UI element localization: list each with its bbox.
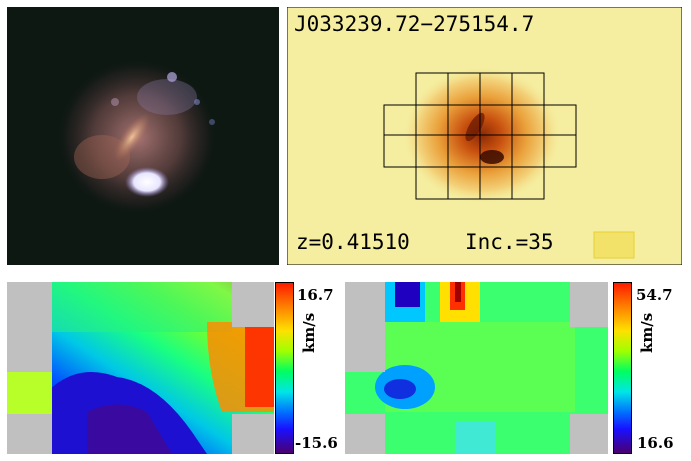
dispersion-colorbar-unit: km/s [638, 312, 656, 353]
beam-size-box [593, 231, 635, 259]
inclination-label: Inc.=35 [465, 230, 554, 254]
flux-map [287, 7, 682, 265]
velocity-colorbar-unit: km/s [300, 312, 318, 353]
object-name: J033239.72−275154.7 [294, 12, 535, 36]
dispersion-colorbar-max: 54.7 [636, 286, 673, 304]
galaxy-color-image [7, 7, 279, 265]
galaxy-color-image-svg [7, 7, 279, 265]
velocity-dispersion-map [345, 282, 608, 454]
dispersion-colorbar [613, 282, 632, 454]
velocity-colorbar [275, 282, 294, 454]
velocity-colorbar-max: 16.7 [297, 286, 334, 304]
flux-map-svg [287, 7, 682, 265]
velocity-field-map [7, 282, 274, 454]
velocity-dispersion-svg [345, 282, 608, 454]
velocity-colorbar-min: -15.6 [295, 434, 338, 452]
dispersion-colorbar-min: 16.6 [637, 434, 674, 452]
redshift-label: z=0.41510 [296, 230, 410, 254]
ifu-grid [383, 72, 577, 200]
velocity-field-svg [7, 282, 274, 454]
